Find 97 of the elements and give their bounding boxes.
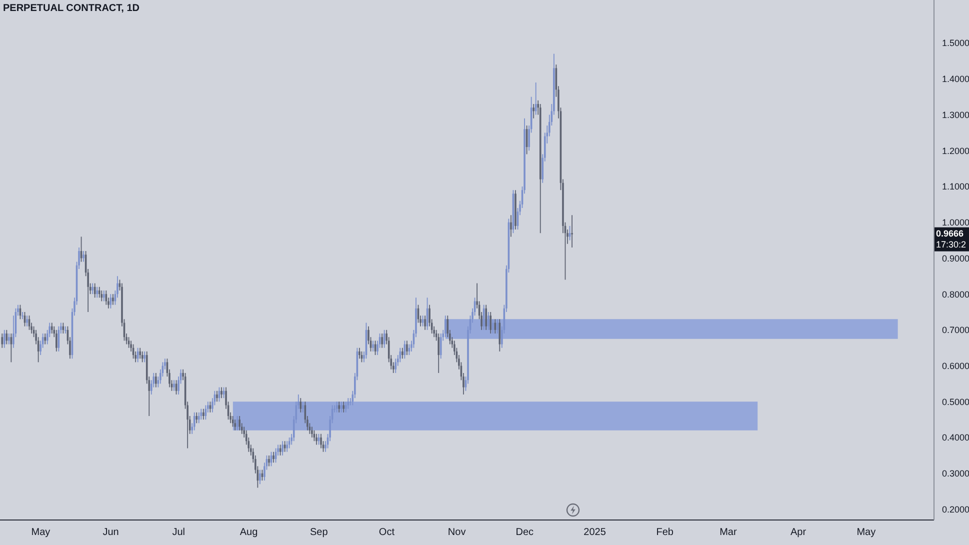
x-tick-label: Apr [790,527,807,538]
candlestick [284,440,286,452]
y-tick-label: 1.4000 [942,74,969,84]
candlestick [485,304,487,330]
x-tick-label: Mar [720,527,738,538]
y-tick-label: 0.4000 [942,432,969,443]
candlestick [316,433,318,446]
candlestick [272,451,274,464]
candlestick [344,401,347,413]
candlestick [238,416,240,431]
candlestick [402,347,404,360]
y-tick-label: 1.2000 [942,146,969,156]
candlestick [56,329,58,352]
candlestick [3,329,6,348]
chart-title: PERPETUAL CONTRACT, 1D [3,3,140,14]
y-tick-label: 0.2000 [942,504,969,514]
x-tick-label: Feb [656,527,674,538]
candlestick [234,419,236,431]
x-tick-label: Oct [378,527,395,538]
candlestick [571,214,573,248]
candlestick [259,469,261,485]
text: 17:30:2 [936,239,966,250]
x-tick-label: May [31,527,50,538]
candlestick [128,336,130,348]
y-tick-label: 0.8000 [942,289,969,300]
y-tick-label: 1.5000 [942,38,969,48]
candlestick [200,408,202,420]
x-tick-label: Dec [516,527,534,538]
candlestick [100,290,103,302]
candlestick [302,401,304,413]
candlestick [92,282,94,295]
x-tick-label: Jun [102,527,119,538]
candlestick [340,401,342,413]
candlestick [144,351,146,363]
y-tick-label: 0.7000 [942,325,969,336]
candlestick [496,318,498,334]
candlestick [268,455,270,467]
y-tick-label: 0.6000 [942,360,969,371]
candlestick [196,412,198,424]
x-tick-label: 2025 [584,527,606,538]
candlestick [510,214,512,238]
candlestick [532,104,534,119]
candlestick [494,318,496,334]
candlestick [372,340,374,352]
candlestick [216,390,218,402]
candlestick [96,286,98,298]
candlestick [422,315,424,327]
candlestick [22,312,24,320]
candlestick [26,315,28,327]
candlestick [193,412,196,431]
candlestick [44,333,46,345]
candlestick [155,372,157,388]
candlestick [98,286,100,298]
candlestick [173,380,175,392]
candlestick [444,315,446,338]
y-tick-label: 1.1000 [942,182,969,192]
candlestick [336,401,338,413]
candlestick [440,333,442,360]
y-tick-label: 1.3000 [942,110,969,120]
candlestick [8,333,10,345]
candlestick [424,315,426,330]
candlestick [286,440,288,452]
candlestick [139,347,141,360]
x-tick-label: Jul [172,527,186,538]
candlestick [381,333,383,348]
candlestick [342,401,345,413]
y-tick-label: 0.3000 [942,468,969,479]
candlestick [103,290,105,302]
candlestick [112,294,114,306]
candlestick [209,401,212,413]
x-tick-label: Sep [310,527,328,538]
candlestick [82,250,84,262]
candlestick [394,358,397,374]
y-tick-label: 0.5000 [942,396,969,407]
candlestick [198,412,200,424]
candlestick [1,333,4,348]
x-tick-label: May [856,527,876,538]
candlestick [490,312,492,334]
candlestick [50,322,53,334]
candlestick [406,340,408,356]
candlestick [220,386,222,399]
candlestick [202,408,204,420]
y-tick-label: 1.0000 [942,218,969,228]
candlestick [282,440,284,456]
candlestick [94,282,96,298]
candlestick [311,426,313,438]
y-tick-label: 0.9000 [942,253,969,264]
x-tick-label: Aug [240,527,258,538]
candlestick [438,333,440,374]
text: 0.9666 [936,228,964,238]
candlestick [487,312,490,330]
x-tick-label: Nov [448,527,466,538]
candlestick [338,401,340,413]
candlestick [358,347,360,360]
candlestick [320,433,322,449]
candlestick [492,318,494,334]
candlestick [300,398,302,413]
